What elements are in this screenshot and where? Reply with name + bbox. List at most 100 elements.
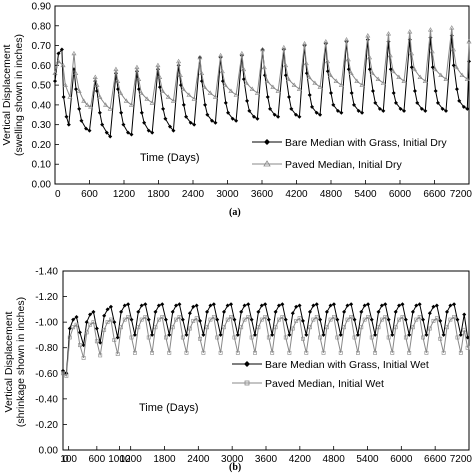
data-point [67, 326, 72, 331]
data-point [454, 87, 459, 92]
data-point [256, 325, 261, 330]
data-point [225, 317, 230, 322]
x-tick-label: 6000 [389, 189, 412, 200]
chart-panel-b: 0.00-0.20-0.40-0.60-0.80-1.00-1.20-1.40 … [3, 267, 472, 474]
x-tick-label: 1000 [108, 454, 131, 465]
data-point [241, 77, 246, 82]
data-point [170, 309, 175, 314]
data-point [249, 86, 255, 91]
x-tick-label: 4800 [323, 454, 346, 465]
data-point [461, 104, 466, 109]
data-point [245, 98, 250, 103]
data-point [265, 94, 270, 99]
data-point [349, 302, 354, 307]
data-point [139, 110, 144, 115]
data-point [396, 74, 402, 79]
data-point [383, 302, 388, 307]
data-point [329, 91, 333, 96]
data-point [297, 114, 302, 119]
x-tick-label: 7200 [450, 189, 473, 200]
data-point [417, 74, 423, 79]
y-tick-label: -0.40 [35, 394, 58, 405]
data-point [400, 315, 405, 319]
data-point [345, 303, 350, 308]
data-point [132, 332, 137, 337]
data-point [218, 52, 224, 58]
data-point [304, 332, 309, 337]
data-point [156, 317, 161, 322]
data-point [174, 303, 179, 308]
data-point [229, 302, 234, 307]
data-point [376, 309, 381, 314]
data-point [441, 332, 446, 337]
data-point [77, 106, 82, 111]
y-tick-label: -0.60 [35, 369, 58, 380]
data-point [78, 343, 82, 348]
data-point [369, 317, 374, 322]
data-point [219, 68, 225, 74]
data-point [325, 58, 331, 64]
y-ticks-a: 0.00 0.10 0.20 0.30 0.40 0.50 0.60 0.70 0.80 0.90 [32, 2, 59, 191]
data-point [164, 335, 168, 340]
data-point [338, 350, 343, 355]
data-point [180, 317, 185, 322]
data-point [174, 317, 178, 322]
data-point [415, 100, 420, 105]
data-point [427, 326, 432, 331]
data-point [285, 76, 291, 81]
y-axis-label-b-line2: (shrinkage shown in inches) [15, 297, 27, 427]
plot-frame-a [54, 5, 470, 185]
data-point [259, 303, 264, 308]
x-tick-label: 6600 [424, 454, 447, 465]
x-tick-label: 3000 [216, 189, 239, 200]
data-point [103, 102, 109, 107]
data-point [407, 29, 413, 34]
data-point [352, 102, 356, 107]
y-tick-label: 0.50 [32, 81, 52, 92]
data-point [452, 302, 457, 307]
y-tick-label: -0.80 [35, 343, 58, 354]
data-point [408, 50, 415, 56]
panel-label-b: (b) [229, 462, 241, 473]
data-point [386, 317, 391, 322]
x-tick-label: 600 [88, 454, 105, 465]
data-point [417, 315, 422, 319]
data-point [410, 309, 415, 314]
legend-a-label-1: Paved Median, Initial Dry [285, 159, 402, 171]
data-point [365, 33, 371, 38]
data-point [239, 325, 244, 330]
data-point [453, 64, 459, 70]
data-point [294, 318, 299, 323]
data-point [462, 312, 467, 317]
y-tick-label: -0.20 [35, 420, 58, 431]
legend-a-marker-1 [263, 160, 271, 167]
legend-b-label-0: Bare Median with Grass, Initial Wet [265, 359, 429, 371]
data-point [91, 309, 96, 314]
y-tick-label: 0.80 [32, 21, 52, 32]
data-point [311, 317, 316, 322]
data-point [94, 326, 99, 331]
data-point [198, 336, 202, 341]
data-point [280, 302, 285, 307]
data-point [108, 134, 113, 139]
data-point [458, 332, 463, 337]
data-point [146, 128, 151, 133]
x-ticks-a: 0 600 1200 1800 2400 3000 3600 4200 4800 5400 6000… [54, 180, 473, 200]
data-point [443, 76, 449, 81]
panel-label-a: (a) [229, 207, 241, 218]
chart-panel-a: 0.00 0.10 0.20 0.30 0.40 0.50 0.60 0.70 0.80 0.90… [1, 2, 472, 219]
data-point [296, 86, 302, 91]
data-point [432, 66, 438, 72]
data-point [61, 371, 65, 376]
data-point [126, 315, 131, 319]
x-tick-label: 3000 [221, 454, 244, 465]
data-point [218, 332, 223, 337]
data-point [275, 88, 281, 93]
data-point [398, 106, 403, 111]
x-tick-label: 4800 [320, 189, 343, 200]
data-point [253, 332, 258, 337]
data-point [266, 317, 271, 322]
data-point [163, 317, 168, 322]
data-point [221, 309, 226, 314]
data-point [98, 353, 103, 358]
